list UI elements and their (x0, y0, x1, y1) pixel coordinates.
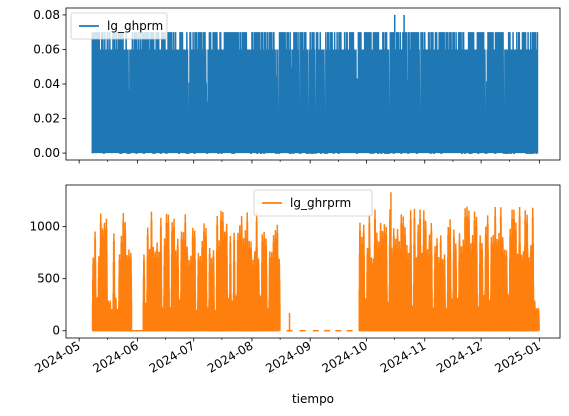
bottom-legend-box (253, 189, 373, 217)
bottom-legend: lg_ghrprm (253, 189, 373, 217)
x-axis-label: tiempo (292, 392, 334, 406)
top-y-ticks: 0.00 0.02 0.04 0.06 0.08 (33, 8, 66, 160)
top-x-ticks (78, 160, 540, 164)
bottom-legend-label: lg_ghrprm (290, 196, 351, 210)
y-tick-label: 0.08 (33, 8, 60, 22)
bottom-y-ticks: 0 500 1000 (29, 220, 66, 338)
y-tick-label: 1000 (29, 220, 60, 234)
top-legend: lg_ghprm (70, 12, 168, 40)
top-subplot: 0.00 0.02 0.04 0.06 0.08 lg_ghprm (33, 7, 561, 164)
bottom-axes-frame (65, 184, 561, 339)
y-tick-label: 0 (52, 324, 60, 338)
y-tick-label: 0.04 (33, 77, 60, 91)
y-tick-label: 0.02 (33, 112, 60, 126)
y-tick-label: 0.00 (33, 146, 60, 160)
top-legend-label: lg_ghprm (107, 19, 163, 33)
series-line (91, 32, 539, 154)
top-legend-box (70, 12, 168, 40)
bottom-series-lines (91, 192, 540, 332)
y-tick-label: 500 (37, 272, 60, 286)
y-tick-label: 0.06 (33, 42, 60, 56)
series-line (91, 206, 540, 332)
